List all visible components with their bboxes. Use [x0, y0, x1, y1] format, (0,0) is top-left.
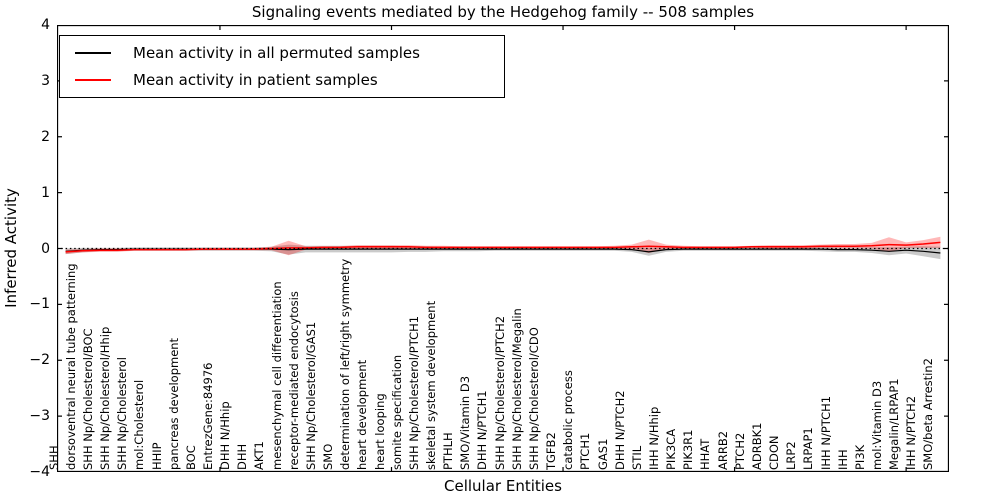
x-category-label: AKT1	[252, 441, 267, 470]
x-category-label: Megalin/LRPAP1	[887, 378, 902, 470]
x-category-label: DHH	[235, 443, 250, 470]
x-category-label: STIL	[629, 445, 644, 470]
x-category-label: mesenchymal cell differentiation	[269, 281, 284, 470]
x-category-label: PTCH2	[732, 432, 747, 470]
x-category-label: SHH Np/Cholesterol/Megalin	[509, 308, 524, 470]
y-tick-label: −4	[29, 464, 50, 480]
legend: Mean activity in all permuted samples Me…	[59, 35, 505, 98]
chart-canvas	[57, 25, 949, 472]
x-category-label: ADRBK1	[749, 422, 764, 470]
x-category-label: PTHLH	[441, 432, 456, 470]
y-tick-label: −1	[29, 296, 50, 313]
x-category-label: LRP2	[784, 441, 799, 470]
legend-label-permuted: Mean activity in all permuted samples	[133, 44, 420, 63]
x-category-label: HHIP	[149, 442, 164, 470]
y-tick-label: 2	[41, 128, 50, 145]
x-category-label: BOC	[183, 445, 198, 470]
x-category-label: LRPAP1	[801, 427, 816, 470]
x-category-label: TGFB2	[544, 432, 559, 470]
x-category-label: heart looping	[372, 393, 387, 470]
x-category-label: somite specification	[389, 354, 404, 470]
x-category-label: GAS1	[595, 438, 610, 470]
series-line-1	[65, 241, 941, 253]
x-category-label: SHH Np/Cholesterol	[115, 357, 130, 470]
series-band-1	[65, 236, 941, 256]
y-tick-label: 0	[41, 240, 50, 257]
x-category-label: dorsoventral neural tube patterning	[63, 263, 78, 470]
x-category-label: SHH Np/Cholesterol/CDO	[526, 327, 541, 470]
x-category-label: HHAT	[698, 438, 713, 470]
x-category-label: SHH Np/Cholesterol/PTCH2	[492, 315, 507, 470]
x-category-label: determination of left/right symmetry	[338, 258, 353, 470]
y-tick-label: 1	[41, 184, 50, 201]
x-axis-title: Cellular Entities	[444, 477, 562, 495]
x-category-label: SMO/Vitamin D3	[458, 375, 473, 470]
x-category-label: heart development	[355, 359, 370, 470]
y-tick-label: 4	[41, 17, 50, 33]
x-category-label: EntrezGene:84976	[200, 362, 215, 470]
x-category-label: skeletal system development	[423, 300, 438, 470]
x-category-label: SHH Np/Cholesterol/GAS1	[303, 321, 318, 470]
y-tick-label: −2	[29, 352, 50, 369]
x-category-label: PIK3CA	[664, 428, 679, 470]
legend-line-red-icon	[75, 78, 111, 81]
x-category-label: receptor-mediated endocytosis	[286, 291, 301, 470]
x-category-label: catabolic process	[561, 370, 576, 470]
x-category-label: PI3K	[852, 444, 867, 470]
chart-title: Signaling events mediated by the Hedgeho…	[251, 3, 755, 21]
x-category-label: SHH Np/Cholesterol/Hhip	[98, 326, 113, 470]
legend-line-black-icon	[75, 52, 111, 55]
x-category-label: mol:Vitamin D3	[869, 380, 884, 470]
x-category-label: mol:Cholesterol	[132, 379, 147, 470]
x-category-label: DHH N/Hhip	[218, 401, 233, 470]
x-category-label: CDON	[767, 435, 782, 470]
x-category-label: SHH Np/Cholesterol/PTCH1	[406, 315, 421, 470]
y-tick-label: 3	[41, 72, 50, 89]
x-category-label: IHH N/Hhip	[646, 406, 661, 470]
y-tick-label: −3	[29, 408, 50, 425]
x-category-label: DHH N/PTCH2	[612, 390, 627, 470]
plot-area	[57, 25, 949, 472]
legend-item-permuted: Mean activity in all permuted samples	[60, 44, 504, 62]
x-category-label: DHH N/PTCH1	[475, 390, 490, 470]
legend-label-patient: Mean activity in patient samples	[133, 70, 378, 89]
x-category-label: ARRB2	[715, 430, 730, 470]
x-category-label: SHH Np/Cholesterol/BOC	[80, 328, 95, 470]
x-category-label: IHH N/PTCH2	[904, 395, 919, 470]
x-category-label: PIK3R1	[681, 429, 696, 471]
x-category-label: IHH N/PTCH1	[818, 395, 833, 470]
x-category-label: PTCH1	[578, 432, 593, 470]
legend-item-patient: Mean activity in patient samples	[60, 71, 504, 89]
x-category-label: SMO	[321, 443, 336, 470]
x-category-label: pancreas development	[166, 337, 181, 470]
x-category-label: IHH	[835, 449, 850, 470]
x-category-label: SMO/beta Arrestin2	[921, 358, 936, 470]
x-category-label: SHH	[46, 445, 61, 470]
